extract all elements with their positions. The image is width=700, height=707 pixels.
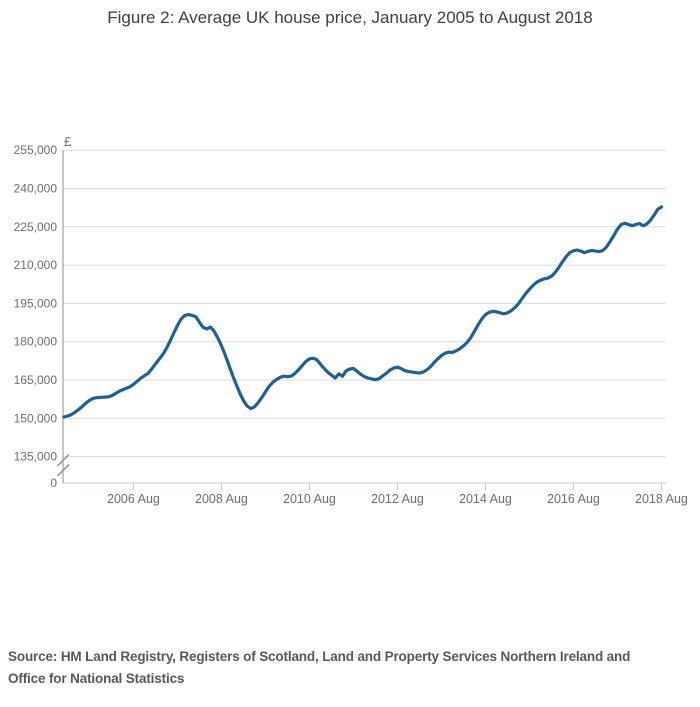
y-tick-label: 195,000 [14, 296, 58, 310]
y-tick-label: 225,000 [14, 220, 58, 234]
source-note: Source: HM Land Registry, Registers of S… [8, 646, 698, 690]
y-tick-label: 210,000 [14, 258, 58, 272]
house-price-line-chart: £ 255,000 240,000 225,000 210,000 195,000 180… [14, 134, 688, 506]
x-tick-label: 2018 Aug [635, 492, 688, 506]
x-tick-label: 2010 Aug [283, 492, 336, 506]
x-tick-label: 2014 Aug [459, 492, 512, 506]
axis-break-icon [57, 454, 70, 467]
x-tick-label: 2008 Aug [195, 492, 248, 506]
y-tick-label: 0 [50, 476, 57, 490]
figure-title: Figure 2: Average UK house price, Januar… [107, 8, 593, 27]
y-tick-label: 240,000 [14, 182, 58, 196]
source-line-1: Source: HM Land Registry, Registers of S… [8, 649, 631, 664]
x-tick-label: 2006 Aug [107, 492, 160, 506]
y-tick-label: 180,000 [14, 335, 58, 349]
y-tick-label: 150,000 [14, 411, 58, 425]
source-line-2: Office for National Statistics [8, 671, 185, 686]
y-axis-unit-label: £ [64, 134, 72, 149]
x-tick-label: 2016 Aug [547, 492, 600, 506]
y-tick-label: 165,000 [14, 373, 58, 387]
price-series-line [62, 205, 664, 419]
x-tick-label: 2012 Aug [371, 492, 424, 506]
y-tick-label: 255,000 [14, 143, 58, 157]
y-tick-label: 135,000 [14, 450, 58, 464]
axis-break-icon [57, 464, 70, 477]
